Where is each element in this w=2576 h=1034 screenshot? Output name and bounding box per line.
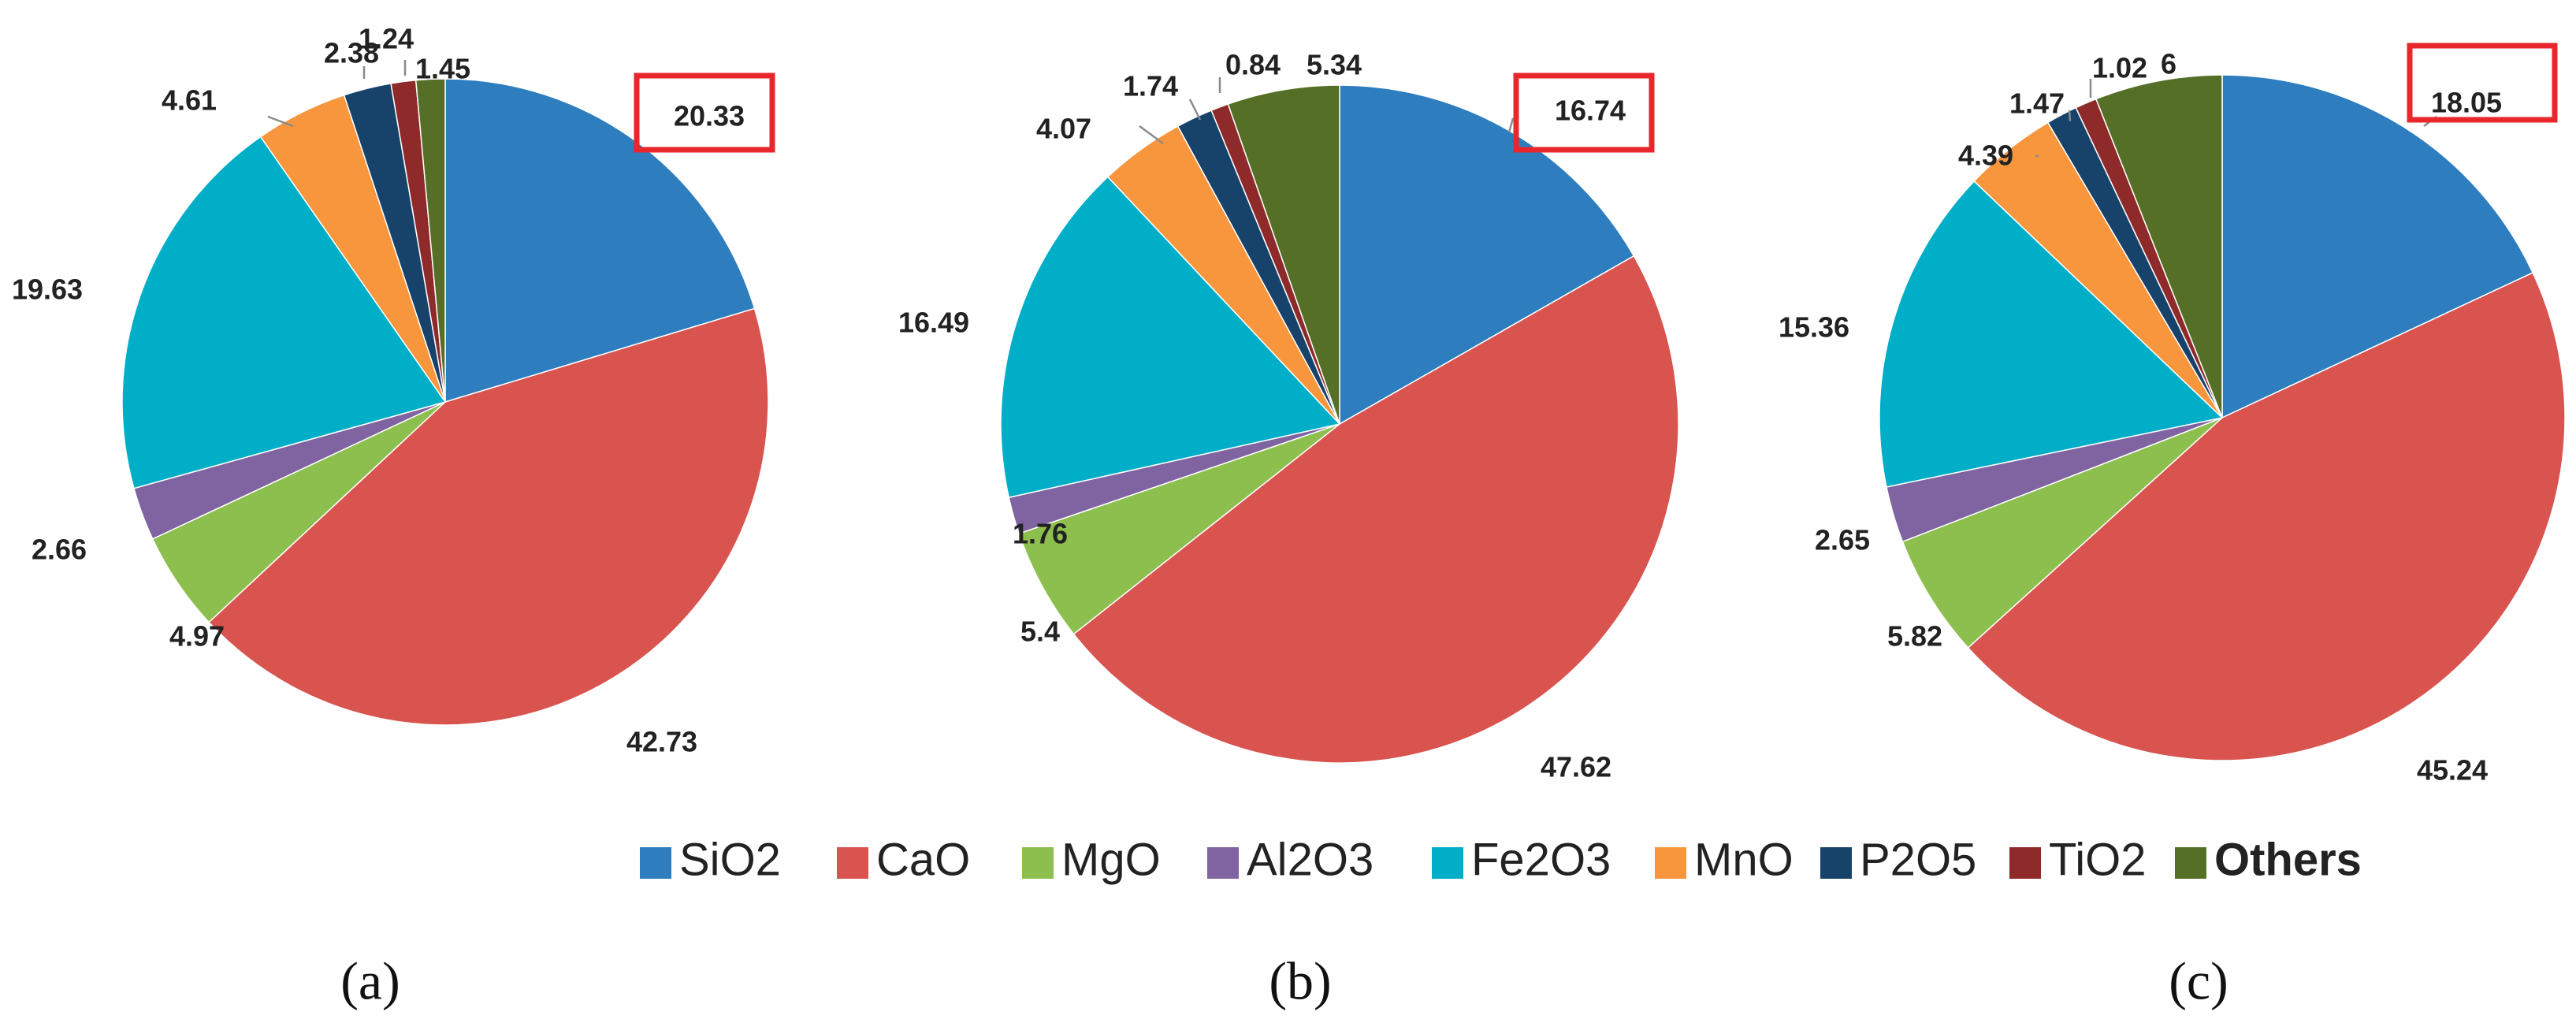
data-label-others: 1.45 (415, 53, 470, 85)
legend-item-p2o5: P2O5 (1820, 834, 1976, 885)
legend-item-mgo: MgO (1022, 834, 1161, 885)
leader-line-sio2 (1507, 117, 1515, 133)
pie-chart-c: 18.05 45.24 5.82 2.65 15.36 4.39 1.47 1.02 6 (1779, 43, 2566, 787)
legend-swatch-tio2 (2009, 847, 2041, 879)
data-label-mno: 4.07 (1036, 113, 1091, 145)
legend-swatch-mno (1655, 847, 1686, 879)
data-label-fe2o3: 15.36 (1779, 311, 1849, 344)
panel-label-b: (b) (1269, 951, 1331, 1011)
legend-label-p2o5: P2O5 (1860, 834, 1976, 885)
pie-slice-mgo (1901, 417, 2223, 649)
highlight-box (1513, 73, 1655, 153)
legend-item-mno: MnO (1655, 834, 1794, 885)
pie-chart-a: 20.33 42.73 4.97 2.66 19.63 4.61 2.381.241.45 (12, 23, 775, 758)
data-label-tio2: 1.02 (2092, 52, 2147, 84)
data-label-sio2: 20.33 (674, 100, 745, 132)
leader-line-p2o5 (2068, 110, 2072, 122)
data-label-mno: 4.39 (1958, 139, 2013, 172)
pie-slice-others (2095, 74, 2223, 418)
legend-swatch-cao (837, 847, 868, 879)
data-label-p2o5: 1.74 (1123, 70, 1178, 102)
legend-swatch-sio2 (640, 847, 671, 879)
data-label-others: 5.34 (1307, 49, 1362, 81)
legend-item-al2o3: Al2O3 (1207, 834, 1373, 885)
data-label-mgo: 4.97 (169, 620, 225, 653)
data-label-al2o3: 2.66 (32, 534, 87, 566)
legend-label-mno: MnO (1694, 834, 1794, 885)
legend-item-tio2: TiO2 (2009, 834, 2147, 885)
pie-slice-cao (208, 307, 769, 726)
data-label-fe2o3: 19.63 (12, 273, 83, 306)
legend-label-fe2o3: Fe2O3 (1471, 834, 1611, 885)
legend-item-sio2: SiO2 (640, 834, 781, 885)
legend-item-fe2o3: Fe2O3 (1432, 834, 1611, 885)
panel-label-c: (c) (2169, 951, 2228, 1011)
data-label-fe2o3: 16.49 (898, 307, 969, 339)
legend: SiO2 CaO MgO Al2O3 Fe2O3 MnO P2O5 TiO2 Others (640, 834, 2362, 885)
data-label-tio2: 1.24 (359, 23, 414, 55)
legend-label-tio2: TiO2 (2049, 834, 2147, 885)
data-label-sio2: 18.05 (2431, 87, 2502, 119)
legend-label-sio2: SiO2 (679, 834, 781, 885)
legend-swatch-fe2o3 (1432, 847, 1463, 879)
data-label-mgo: 5.4 (1020, 616, 1060, 648)
data-label-tio2: 0.84 (1225, 49, 1281, 81)
data-label-mgo: 5.82 (1887, 620, 1942, 653)
pie-slice-fe2o3 (121, 136, 447, 489)
legend-label-al2o3: Al2O3 (1247, 834, 1373, 885)
pie-chart-b: 16.74 47.62 5.4 1.76 16.49 4.07 1.74 0.84 5.34 (898, 49, 1679, 783)
legend-item-others: Others (2175, 834, 2362, 885)
leader-line-p2o5 (1188, 99, 1202, 121)
legend-swatch-others (2175, 847, 2206, 879)
highlight-box (2407, 43, 2558, 123)
legend-swatch-p2o5 (1820, 847, 1852, 879)
pie-slice-fe2o3 (1879, 180, 2224, 488)
pie-slice-others (1227, 84, 1340, 425)
data-label-p2o5: 2.38 (324, 37, 379, 69)
legend-swatch-mgo (1022, 847, 1054, 879)
leader-line-mno (1139, 125, 1164, 145)
panel-label-a: (a) (340, 951, 400, 1011)
highlight-box (634, 73, 775, 153)
data-label-others: 6 (2161, 48, 2176, 80)
pie-slice-cao (1072, 255, 1679, 764)
pie-slice-others (414, 78, 446, 403)
data-label-sio2: 16.74 (1555, 95, 1626, 127)
data-label-p2o5: 1.47 (2009, 87, 2065, 120)
data-label-cao: 42.73 (626, 726, 697, 758)
data-label-al2o3: 1.76 (1013, 518, 1068, 550)
legend-label-cao: CaO (876, 834, 970, 885)
leader-line-mno (267, 115, 294, 128)
legend-label-others: Others (2214, 834, 2362, 885)
pie-slice-fe2o3 (1000, 176, 1341, 499)
legend-item-cao: CaO (837, 834, 970, 885)
data-label-mno: 4.61 (162, 84, 217, 117)
data-label-al2o3: 2.65 (1815, 524, 1870, 556)
legend-label-mgo: MgO (1061, 834, 1161, 885)
panel-labels: (a) (b) (c) (340, 951, 2228, 1011)
data-label-cao: 45.24 (2417, 754, 2488, 787)
pie-slice-sio2 (2221, 74, 2534, 419)
pie-slice-mgo (1018, 423, 1340, 635)
legend-swatch-al2o3 (1207, 847, 1239, 879)
pie-slice-cao (1967, 272, 2566, 761)
data-label-cao: 47.62 (1541, 751, 1611, 783)
